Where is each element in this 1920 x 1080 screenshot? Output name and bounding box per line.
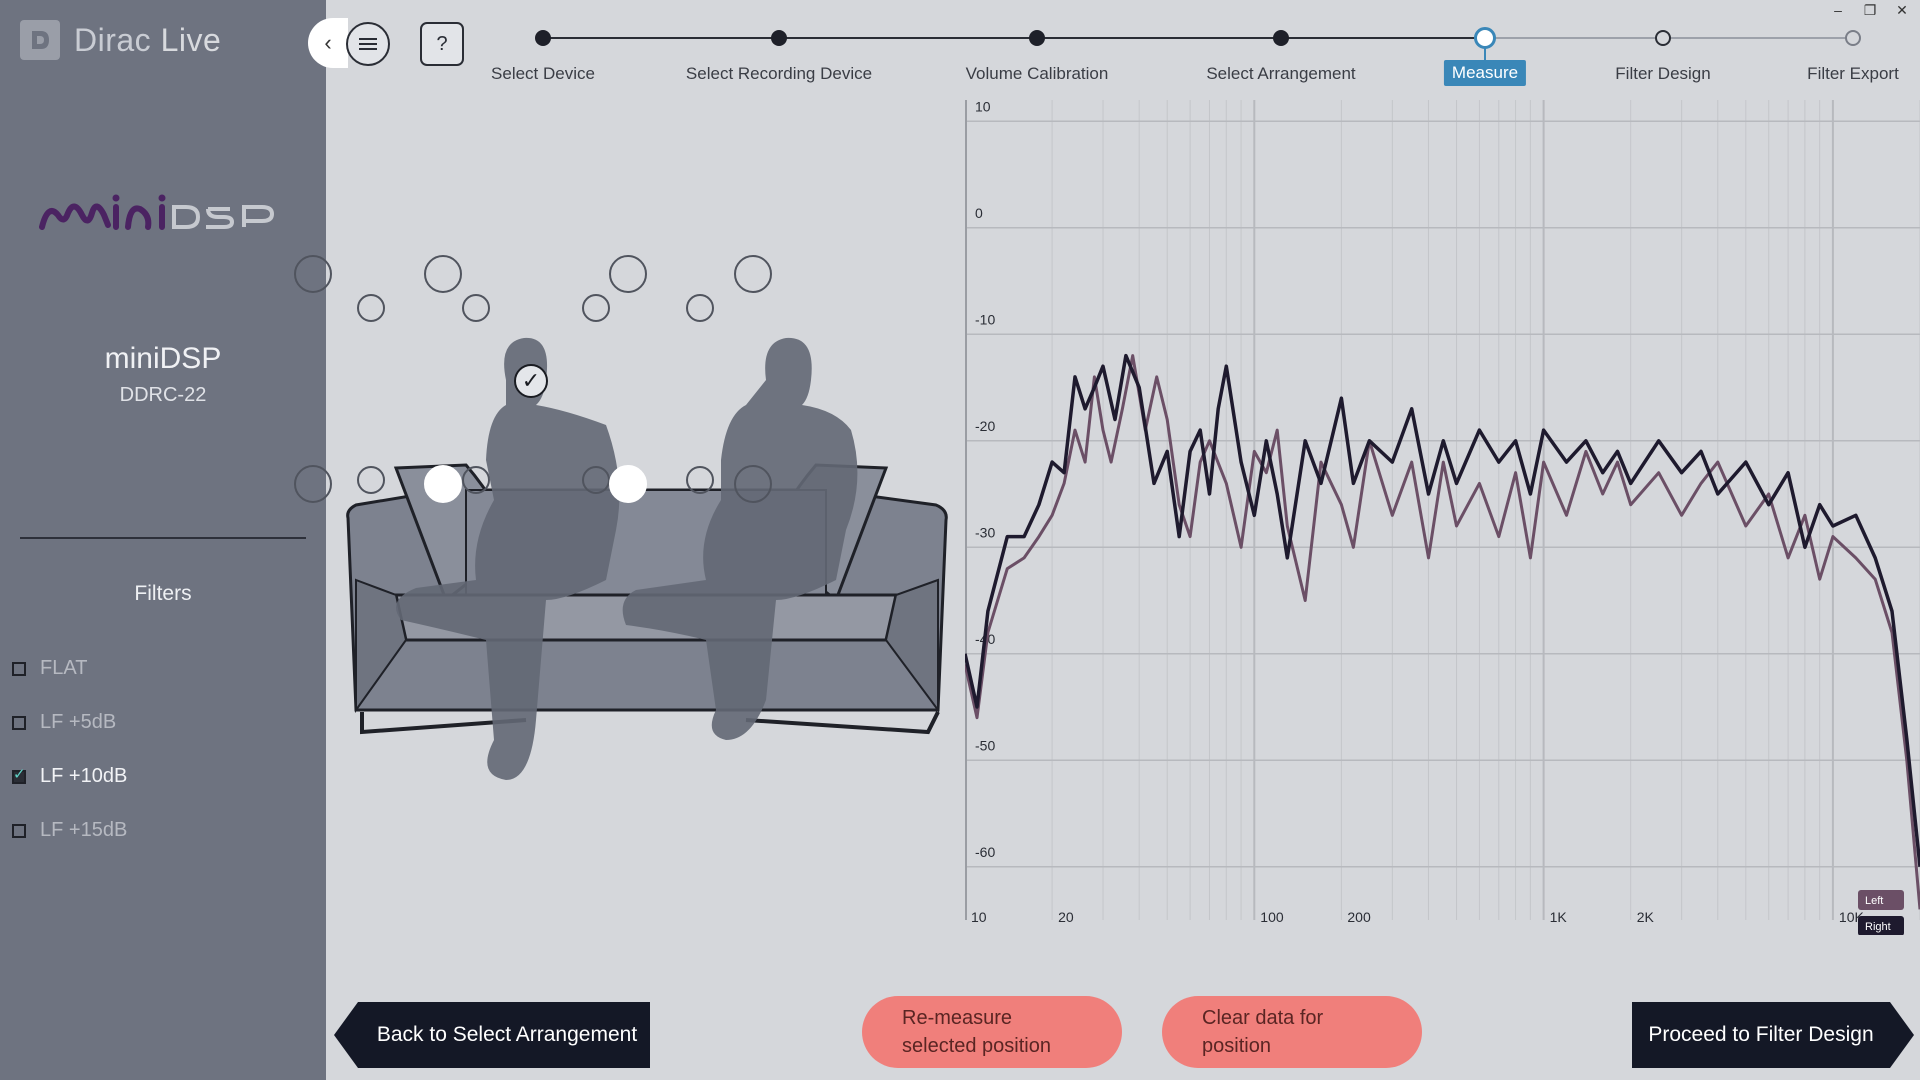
mic-position-15[interactable] (609, 465, 647, 503)
y-tick-label: -20 (975, 418, 995, 434)
filter-checkbox-checked-icon[interactable] (12, 765, 26, 784)
mic-position-1[interactable] (294, 255, 332, 293)
step-label-measure[interactable]: Measure (1443, 60, 1527, 86)
legend-swatch-left (1858, 890, 1904, 910)
mic-position-6[interactable] (582, 294, 610, 322)
sidebar-divider (20, 537, 306, 539)
filter-checkbox-icon[interactable] (12, 715, 26, 730)
hamburger-icon (359, 38, 377, 50)
mic-position-8[interactable] (686, 294, 714, 322)
series-line-right (963, 353, 1920, 867)
brand: Dirac Live (20, 20, 221, 60)
device-name: miniDSP (104, 342, 222, 375)
mic-position-measured-check-icon[interactable]: ✓ (514, 364, 548, 398)
step-label-filter-design[interactable]: Filter Design (1615, 64, 1711, 83)
series-line-left (963, 354, 1920, 910)
x-tick-label: 100 (1260, 909, 1284, 925)
y-tick-label: -50 (975, 737, 995, 753)
filter-checkbox-icon[interactable] (12, 661, 26, 676)
step-label-filter-export[interactable]: Filter Export (1807, 64, 1899, 83)
step-label-select-arrangement[interactable]: Select Arrangement (1206, 64, 1356, 83)
mic-position-16[interactable] (734, 465, 772, 503)
mic-position-10[interactable] (462, 466, 490, 494)
brand-name-first: Dirac (74, 21, 152, 58)
filter-item-lf15[interactable]: LF +15dB (12, 819, 127, 842)
wizard-stepper: Select Device Select Recording Device Vo… (0, 0, 1920, 100)
filters-title: Filters (134, 582, 192, 605)
mic-position-9[interactable] (357, 466, 385, 494)
mic-position-5[interactable] (609, 255, 647, 293)
y-tick-label: -60 (975, 844, 995, 860)
step-dot-filter-design[interactable] (1655, 30, 1671, 46)
minimize-icon[interactable]: – (1834, 2, 1842, 18)
mic-position-7[interactable] (734, 255, 772, 293)
x-tick-label: 10 (971, 909, 987, 925)
step-dot-filter-export[interactable] (1845, 30, 1861, 46)
step-label-select-recording-device[interactable]: Select Recording Device (685, 64, 873, 83)
menu-button[interactable] (346, 22, 390, 66)
step-dot-select-arrangement[interactable] (1273, 30, 1289, 46)
mic-position-3[interactable] (424, 255, 462, 293)
mic-position-13[interactable] (294, 465, 332, 503)
seating-arrangement: ✓ (294, 80, 966, 800)
mic-position-4[interactable] (462, 294, 490, 322)
filter-item-lf5[interactable]: LF +5dB (12, 711, 116, 734)
y-tick-label: 10 (975, 98, 991, 114)
frequency-response-chart: 100-10-20-30-40-50-6010201002001K2K10K20… (963, 90, 1920, 936)
filter-item-lf10[interactable]: LF +10dB (12, 765, 127, 788)
mic-position-2[interactable] (357, 294, 385, 322)
chevron-left-icon: ‹ (324, 30, 332, 55)
minidsp-logo (39, 194, 275, 230)
device-model: DDRC-22 (119, 384, 207, 406)
step-dot-volume-calibration[interactable] (1029, 30, 1045, 46)
filter-label: LF +15dB (40, 819, 128, 841)
step-dot-select-device[interactable] (535, 30, 551, 46)
legend-label-left: Left (1865, 895, 1883, 907)
sidebar: Dirac Live miniDSP DDRC-22 Filters FLAT … (0, 0, 326, 1080)
y-tick-label: -30 (975, 524, 995, 540)
x-tick-label: 2K (1637, 909, 1655, 925)
mic-position-14[interactable] (424, 465, 462, 503)
legend-swatch-right (1858, 916, 1904, 936)
filter-checkbox-icon[interactable] (12, 823, 26, 838)
step-label-select-device[interactable]: Select Device (491, 64, 595, 83)
restore-icon[interactable]: ❐ (1863, 2, 1877, 18)
back-button[interactable]: Back to Select Arrangement (334, 1002, 650, 1068)
legend-label-right: Right (1865, 921, 1891, 933)
brand-name: Dirac Live (74, 22, 221, 59)
y-tick-label: 0 (975, 205, 983, 221)
x-tick-label: 1K (1550, 909, 1568, 925)
filter-item-flat[interactable]: FLAT (12, 657, 87, 680)
collapse-sidebar-button[interactable]: ‹ (308, 18, 348, 68)
step-active-stem (1484, 48, 1486, 62)
mic-position-12[interactable] (686, 466, 714, 494)
y-tick-label: -10 (975, 311, 995, 327)
x-tick-label: 20 (1058, 909, 1074, 925)
filter-label: LF +10dB (40, 765, 128, 787)
proceed-button[interactable]: Proceed to Filter Design (1632, 1002, 1914, 1068)
stepper-line-done (543, 37, 1483, 39)
close-icon[interactable]: ✕ (1896, 2, 1908, 18)
x-tick-label: 200 (1347, 909, 1371, 925)
mic-position-11[interactable] (582, 466, 610, 494)
chart-svg: 100-10-20-30-40-50-6010201002001K2K10K20… (963, 98, 1920, 936)
step-label-volume-calibration[interactable]: Volume Calibration (965, 64, 1109, 83)
filter-label: LF +5dB (40, 711, 117, 733)
clear-position-button[interactable]: Clear data for position (1162, 996, 1422, 1068)
step-dot-measure[interactable] (1474, 27, 1496, 49)
help-button[interactable]: ? (420, 22, 464, 66)
filter-label: FLAT (40, 657, 88, 679)
sofa-illustration (346, 337, 948, 780)
brand-name-second: Live (160, 21, 222, 58)
remeasure-button[interactable]: Re-measure selected position (862, 996, 1122, 1068)
dirac-logo-icon (20, 20, 60, 60)
step-dot-select-recording-device[interactable] (771, 30, 787, 46)
